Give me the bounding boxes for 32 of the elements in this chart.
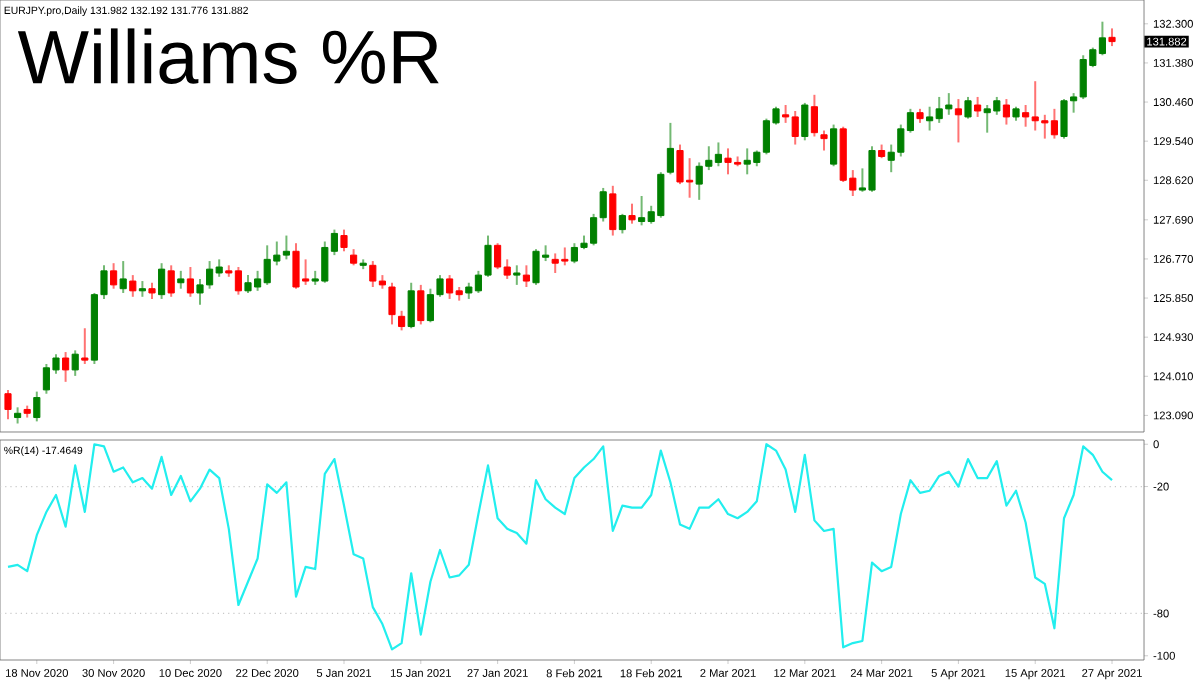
candlestick [513, 264, 521, 286]
candlestick [954, 98, 962, 144]
candlestick [33, 390, 41, 423]
candlestick [810, 93, 818, 138]
candlestick [62, 351, 70, 383]
candlestick [618, 212, 626, 235]
chart-title: Williams %R [17, 28, 439, 85]
candlestick [628, 202, 636, 225]
candlestick [964, 95, 972, 120]
candlestick [974, 95, 982, 118]
candlestick [158, 262, 166, 300]
candlestick [388, 281, 396, 326]
candlestick [4, 388, 12, 421]
candlestick [801, 101, 809, 142]
candlestick [1002, 98, 1010, 126]
candlestick [167, 264, 175, 298]
candlestick [71, 349, 79, 377]
candlestick [186, 266, 194, 298]
candlestick [119, 260, 127, 294]
candlestick [340, 228, 348, 253]
candlestick [398, 309, 406, 332]
line-series [6, 443, 1114, 651]
candlestick [81, 327, 89, 365]
candlestick [820, 129, 828, 152]
candlestick [417, 283, 425, 326]
candlestick [407, 281, 415, 330]
candlestick [609, 184, 617, 237]
candlestick [129, 274, 137, 298]
candlestick [522, 264, 530, 289]
candlestick [830, 123, 838, 168]
candlestick [110, 262, 118, 290]
candlestick [666, 121, 674, 176]
